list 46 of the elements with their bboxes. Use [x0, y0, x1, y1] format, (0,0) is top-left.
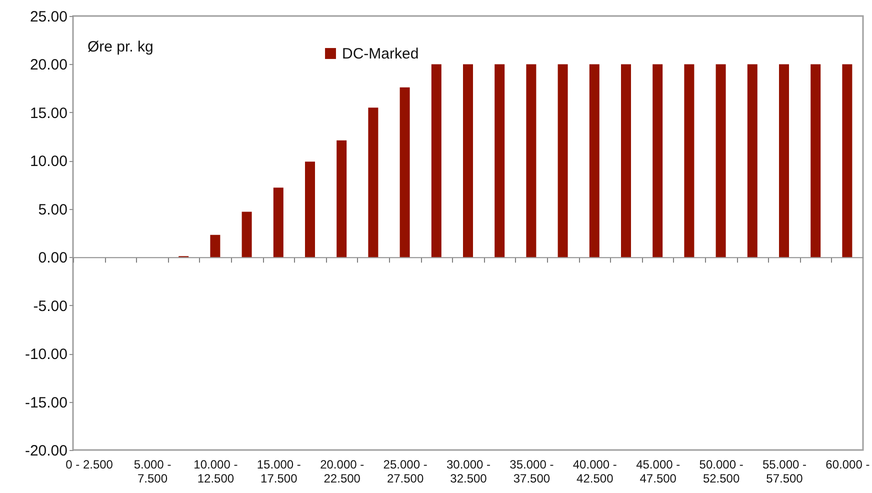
legend-label: DC-Marked	[342, 46, 419, 62]
y-tick-label: -20.00	[24, 442, 68, 460]
bar	[716, 64, 726, 258]
bar	[810, 64, 821, 258]
x-tick-label: 50.000 - 52.500	[699, 458, 744, 486]
bar	[400, 87, 410, 258]
bar	[305, 162, 315, 258]
x-tick-label: 60.000 -	[826, 458, 870, 472]
bar	[336, 140, 347, 258]
bar	[842, 64, 852, 258]
bar	[779, 64, 789, 258]
bar	[684, 64, 694, 258]
x-tick-label: 30.000 - 32.500	[446, 458, 491, 486]
bar	[273, 188, 284, 258]
x-tick-label: 35.000 - 37.500	[510, 458, 554, 486]
x-tick-label: 40.000 - 42.500	[572, 458, 617, 486]
y-tick-label: -5.00	[33, 298, 68, 315]
x-tick-label: 15.000 - 17.500	[256, 458, 301, 486]
x-tick-label: 45.000 - 47.500	[636, 458, 680, 486]
bar	[210, 234, 220, 258]
bar	[431, 64, 442, 258]
y-tick-label: -10.00	[24, 346, 68, 364]
bar	[494, 64, 505, 258]
y-tick-label: 20.00	[30, 56, 68, 74]
bar	[558, 64, 568, 258]
y-tick-label: 5.00	[38, 201, 68, 218]
y-tick-label: 10.00	[30, 153, 68, 170]
bar	[368, 108, 378, 258]
x-tick-label: 0 - 2.500	[66, 458, 114, 472]
x-tick-label: 10.000 - 12.500	[194, 458, 238, 486]
y-tick-label: 15.00	[30, 104, 68, 122]
bar	[747, 64, 758, 258]
bar	[463, 64, 473, 258]
y-tick-label: -15.00	[24, 394, 68, 412]
y-tick-label: 25.00	[30, 8, 68, 26]
x-tick-label: 55.000 - 57.500	[762, 458, 807, 486]
bar	[589, 64, 600, 258]
x-tick-label: 20.000 - 22.500	[320, 458, 364, 486]
bar	[526, 64, 536, 258]
x-tick-label: 5.000 - 7.500	[134, 458, 172, 486]
y-tick-label: 0.00	[38, 250, 68, 267]
bar	[621, 64, 631, 258]
x-tick-label: 25.000 - 27.500	[383, 458, 428, 486]
y-axis-title: Øre pr. kg	[88, 38, 154, 56]
bar	[242, 212, 252, 258]
bar	[652, 64, 663, 258]
